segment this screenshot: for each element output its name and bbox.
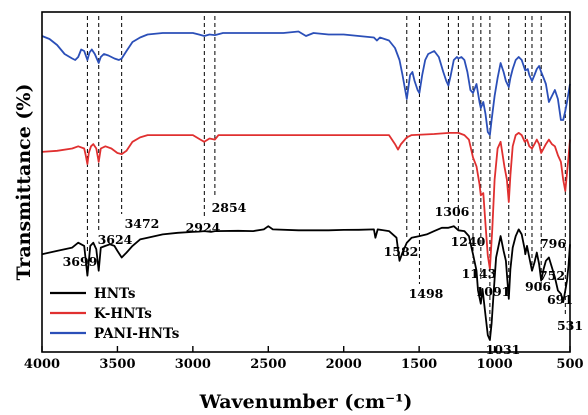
x-tick-label: 2500 — [250, 357, 286, 372]
annotation-label-2924: 2924 — [186, 220, 221, 235]
annotation-label-691: 691 — [547, 292, 573, 307]
x-tick-label: 500 — [556, 357, 583, 372]
x-tick-label: 1500 — [401, 357, 437, 372]
y-axis-title: Transmittance (%) — [13, 84, 35, 281]
x-axis-title: Wavenumber (cm⁻¹) — [199, 391, 413, 413]
x-tick-label: 3000 — [175, 357, 211, 372]
annotation-label-1143: 1143 — [462, 266, 497, 281]
annotation-label-796: 796 — [540, 236, 566, 251]
x-tick-label: 2000 — [326, 357, 362, 372]
annotation-label-1091: 1091 — [476, 284, 511, 299]
legend: HNTs K-HNTs PANI-HNTs — [50, 286, 180, 342]
annotation-label-3699: 3699 — [63, 254, 98, 269]
annotation-label-1582: 1582 — [384, 244, 419, 259]
annotation-label-3472: 3472 — [125, 216, 160, 231]
x-tick-label: 4000 — [24, 357, 60, 372]
annotation-label-3624: 3624 — [98, 232, 133, 247]
annotation-label-1031: 1031 — [486, 342, 521, 357]
x-tick-label: 1000 — [476, 357, 512, 372]
annotation-label-2854: 2854 — [212, 200, 247, 215]
legend-label-k-hnts: K-HNTs — [94, 306, 152, 322]
legend-label-hnts: HNTs — [94, 286, 136, 302]
annotation-label-1498: 1498 — [409, 286, 444, 301]
x-tick-label: 3500 — [99, 357, 135, 372]
legend-label-pani-hnts: PANI-HNTs — [94, 326, 180, 342]
annotation-label-752: 752 — [539, 268, 565, 283]
annotation-label-1306: 1306 — [435, 204, 470, 219]
annotation-label-1240: 1240 — [451, 234, 486, 249]
